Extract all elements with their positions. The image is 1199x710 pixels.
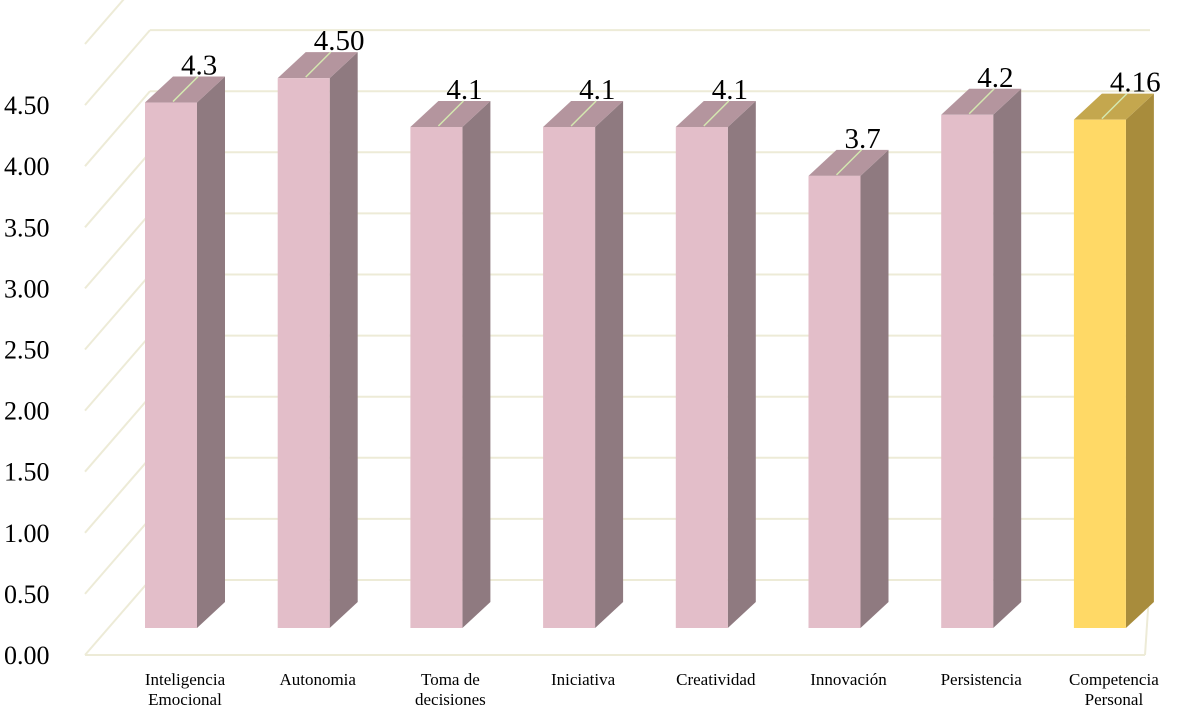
bar-front-face	[808, 175, 861, 629]
y-tick-label: 0.50	[4, 580, 50, 609]
y-axis-ticks: 0.00 0.50 1.00 1.50 2.00 2.50 3.00 3.50 4.00 4.50	[4, 91, 50, 670]
bar	[410, 100, 491, 629]
bar-side-face	[727, 100, 756, 629]
bar-side-face	[1125, 93, 1154, 628]
bar-front-face	[277, 78, 330, 629]
x-tick-label: Personal	[1085, 690, 1144, 709]
bar-side-face	[462, 100, 491, 629]
gridline-diagonal	[84, 457, 151, 534]
y-tick-label: 3.50	[4, 213, 50, 242]
data-label-leader	[968, 88, 995, 115]
data-label: 4.2	[977, 62, 1013, 94]
data-label-leader	[1101, 93, 1128, 120]
x-tick-label: Persistencia	[941, 670, 1023, 689]
x-tick-label: Autonomia	[279, 670, 356, 689]
x-tick-label: Inteligencia	[145, 670, 226, 689]
gridline-diagonal	[84, 579, 151, 656]
data-labels: 4.3 4.50 4.1 4.1 4.1 3.7 4.2 4.16	[181, 25, 1161, 155]
y-tick-label: 2.50	[4, 336, 50, 365]
gridline-diagonal	[84, 29, 151, 106]
x-tick-label: Innovación	[810, 670, 887, 689]
data-label: 4.3	[181, 50, 217, 82]
bar	[277, 51, 358, 629]
bar	[1073, 93, 1154, 628]
y-tick-label: 0.00	[4, 641, 50, 670]
data-label: 4.1	[579, 74, 615, 106]
x-tick-label: decisiones	[415, 690, 486, 709]
y-tick-label: 4.50	[4, 91, 50, 120]
y-tick-label: 1.00	[4, 519, 50, 548]
data-label-leader	[835, 149, 863, 176]
bar	[808, 149, 889, 629]
x-tick-label: Toma de	[421, 670, 480, 689]
bar-side-face	[993, 88, 1022, 628]
data-label-leader	[437, 100, 464, 127]
gridline-diagonal	[84, 273, 151, 351]
bar	[675, 100, 756, 629]
x-tick-label: Creatividad	[676, 670, 756, 689]
bar-side-face	[329, 52, 358, 629]
data-label-leader	[305, 51, 332, 78]
data-label-leader	[172, 76, 199, 103]
x-tick-label: Competencia	[1069, 670, 1159, 689]
bar	[145, 76, 225, 629]
bar	[941, 88, 1022, 628]
data-label: 4.16	[1110, 67, 1161, 99]
gridline-diagonal	[84, 90, 151, 167]
y-tick-label: 4.00	[4, 152, 50, 181]
data-label-leader	[703, 100, 730, 127]
bar-front-face	[410, 126, 463, 628]
gridline-diagonal	[84, 518, 151, 595]
bar-side-face	[860, 149, 889, 629]
gridline-diagonal	[84, 334, 151, 412]
bar	[543, 100, 624, 629]
gridline-diagonal	[84, 151, 151, 228]
gridline-diagonal	[84, 212, 151, 290]
bar-front-face	[941, 114, 994, 628]
bar-front-face	[675, 126, 728, 628]
bar-side-face	[595, 100, 624, 629]
gridline-diagonal	[84, 396, 151, 473]
y-tick-label: 1.50	[4, 458, 50, 487]
bar-front-face	[145, 102, 197, 629]
y-tick-label: 2.00	[4, 397, 50, 426]
bar-front-face	[1073, 119, 1126, 628]
x-tick-label: Emocional	[148, 690, 222, 709]
x-tick-label: Iniciativa	[551, 670, 616, 689]
bars	[145, 51, 1154, 629]
data-label: 4.1	[712, 74, 748, 106]
data-label: 3.7	[845, 123, 881, 155]
bar-side-face	[197, 76, 225, 629]
bar-front-face	[543, 126, 596, 628]
gridline-diagonal	[84, 0, 125, 45]
data-label: 4.1	[446, 74, 482, 106]
data-label: 4.50	[314, 25, 365, 57]
data-label-leader	[570, 100, 597, 127]
y-tick-label: 3.00	[4, 274, 50, 303]
